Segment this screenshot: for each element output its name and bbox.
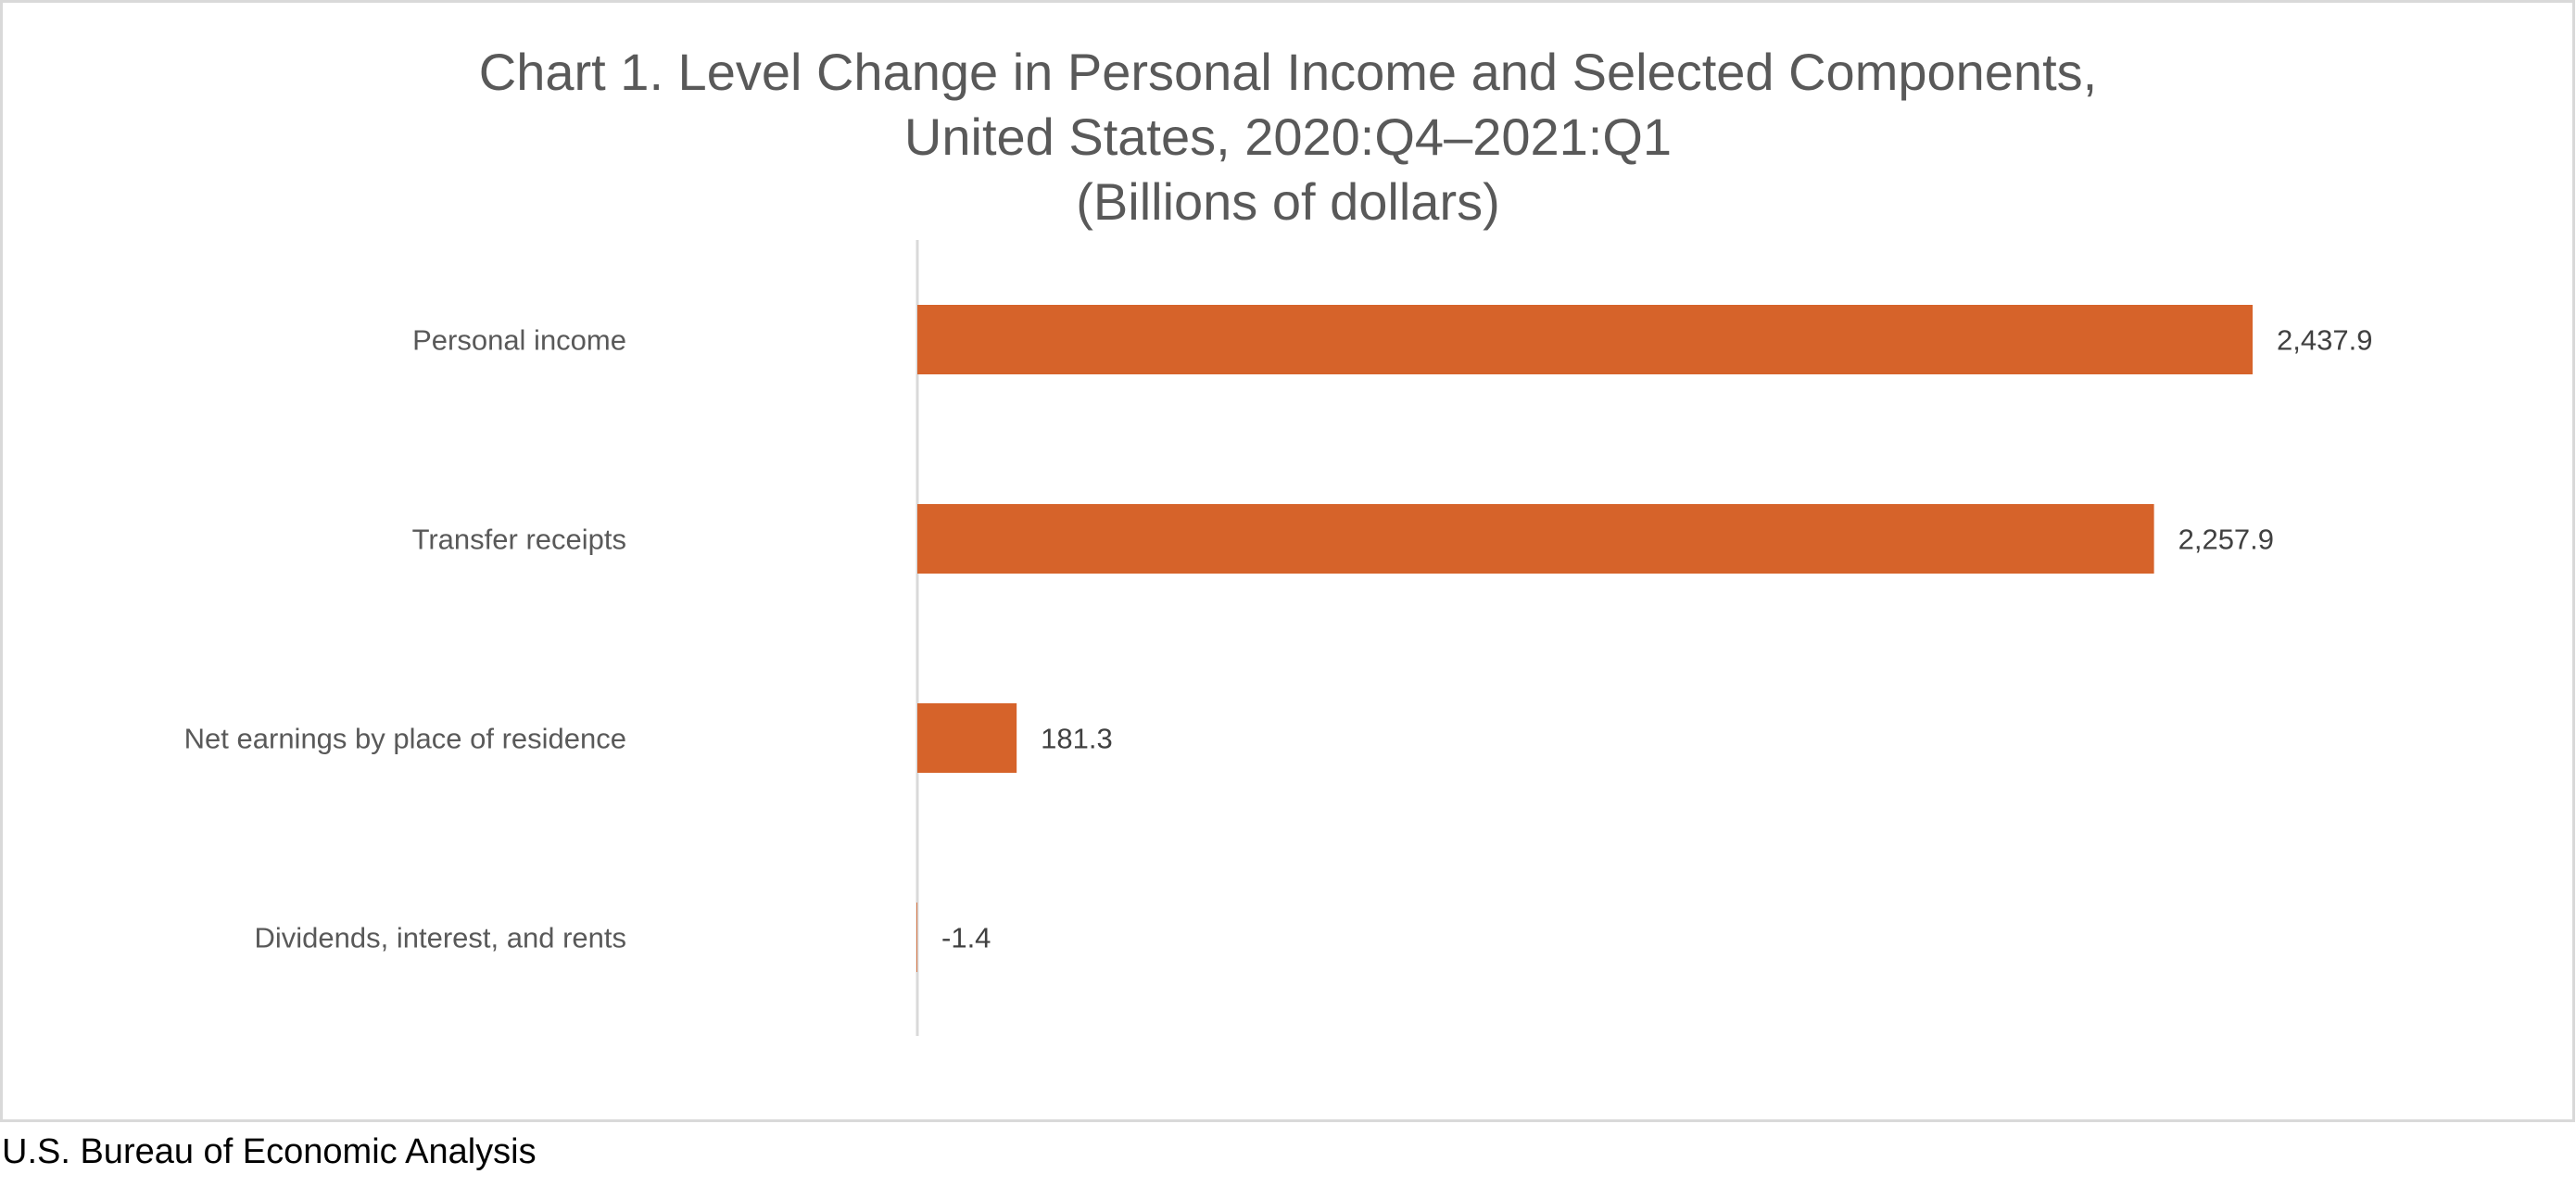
chart-title-line-1: Chart 1. Level Change in Personal Income… <box>479 43 2097 101</box>
chart-title-line-3: (Billions of dollars) <box>1076 172 1500 231</box>
data-label: 2,257.9 <box>2178 524 2274 556</box>
category-label: Net earnings by place of residence <box>184 723 626 755</box>
chart-title-line-2: United States, 2020:Q4–2021:Q1 <box>904 107 1672 166</box>
bar-2 <box>917 703 1017 773</box>
bar-1 <box>917 504 2154 574</box>
source-footer: U.S. Bureau of Economic Analysis <box>2 1132 537 1171</box>
category-label: Personal income <box>412 324 626 357</box>
bar-3 <box>916 903 917 972</box>
data-label: 2,437.9 <box>2277 324 2372 357</box>
data-label: -1.4 <box>941 922 991 954</box>
data-label: 181.3 <box>1041 723 1113 755</box>
category-label: Transfer receipts <box>412 524 626 556</box>
bar-0 <box>917 305 2253 374</box>
category-label: Dividends, interest, and rents <box>255 922 627 954</box>
